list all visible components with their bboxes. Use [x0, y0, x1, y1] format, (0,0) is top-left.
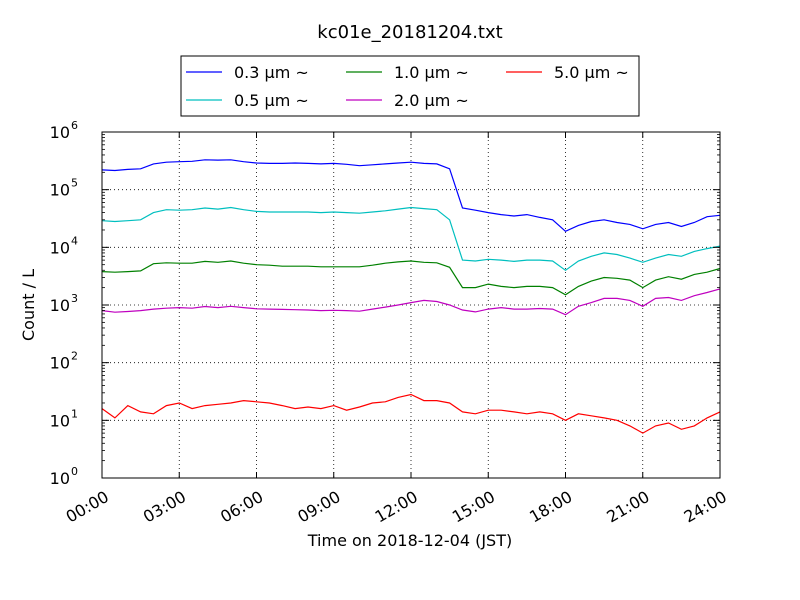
series-line-0	[101, 159, 721, 233]
grid	[102, 132, 720, 478]
y-tick-label: 106	[50, 119, 78, 142]
x-tick-label: 21:00	[603, 487, 652, 527]
series-line-2	[101, 260, 721, 296]
legend-label-3: 2.0 μm ~	[394, 91, 469, 110]
x-tick-label: 09:00	[294, 487, 343, 527]
legend-box	[180, 55, 640, 117]
x-tick-label: 03:00	[140, 487, 189, 527]
x-tick-label: 18:00	[526, 487, 575, 527]
legend-label-0: 0.3 μm ~	[234, 63, 309, 82]
x-tick-label: 15:00	[449, 487, 498, 527]
series-line-3	[101, 288, 721, 316]
x-tick-label: 00:00	[63, 487, 112, 527]
axis-ticks: 00:00 03:00 06:00 09:00 12:00 15:00 18:00 21:00…	[50, 119, 730, 527]
x-tick-label: 12:00	[372, 487, 421, 527]
legend-label-1: 0.5 μm ~	[234, 91, 309, 110]
legend: 0.3 μm ~ 0.5 μm ~ 1.0 μm ~ 2.0 μm ~ 5.0 μm ~	[180, 55, 640, 117]
y-tick-label: 105	[50, 177, 78, 200]
y-tick-label: 101	[50, 407, 78, 430]
legend-label-4: 5.0 μm ~	[554, 63, 629, 82]
x-axis-label: Time on 2018-12-04 (JST)	[307, 531, 512, 550]
plot-series	[101, 159, 721, 434]
y-tick-label: 100	[50, 465, 78, 488]
y-tick-label: 103	[50, 292, 78, 315]
series-line-1	[101, 206, 721, 272]
y-tick-label: 102	[50, 350, 78, 373]
x-tick-label: 24:00	[681, 487, 730, 527]
y-axis-label: Count / L	[19, 269, 38, 341]
series-line-4	[101, 393, 721, 434]
y-tick-label: 104	[50, 234, 78, 257]
x-tick-label: 06:00	[217, 487, 266, 527]
legend-label-2: 1.0 μm ~	[394, 63, 469, 82]
chart-title: kc01e_20181204.txt	[317, 22, 502, 43]
